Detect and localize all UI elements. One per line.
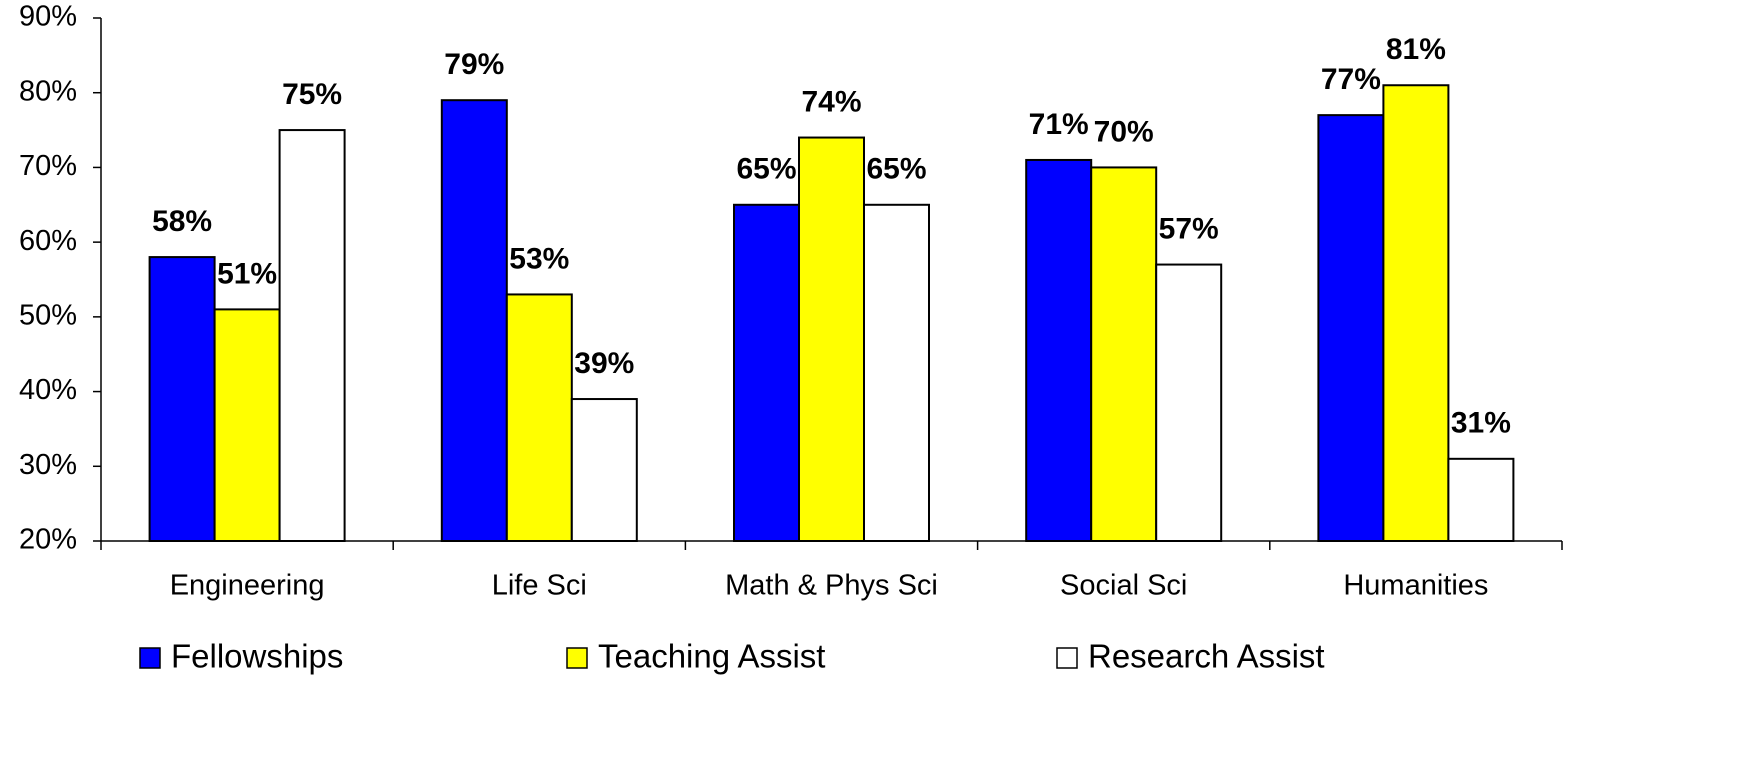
x-tick-label: Humanities [1343,570,1488,602]
y-tick-label: 20% [19,524,77,556]
value-label: 65% [736,153,796,186]
value-label: 53% [509,242,569,275]
bar [1090,166,1158,543]
bar [1447,457,1515,543]
bar [213,308,281,542]
y-tick-label: 50% [19,300,77,332]
value-label: 74% [801,85,861,118]
value-label: 75% [282,78,342,111]
value-label: 70% [1094,115,1154,148]
legend-label: Teaching Assist [598,638,825,675]
x-tick-label: Math & Phys Sci [725,570,938,602]
value-label: 39% [574,347,634,380]
bar [1025,158,1093,542]
y-tick-label: 30% [19,449,77,481]
x-tick-label: Life Sci [492,570,587,602]
bar [1155,263,1223,542]
bar [440,99,508,543]
y-tick-label: 60% [19,225,77,257]
value-label: 51% [217,257,277,290]
bar [1317,114,1385,542]
value-label: 65% [866,153,926,186]
bar [733,203,800,543]
value-label: 57% [1159,212,1219,245]
value-label: 79% [444,48,504,81]
legend-swatch [139,647,161,669]
value-label: 58% [152,205,212,238]
legend-swatch [1056,647,1078,669]
bar [1382,84,1450,542]
legend-swatch [566,647,588,669]
bar [863,203,930,543]
bar [798,136,865,543]
legend-label: Fellowships [171,638,343,675]
bar [148,256,216,542]
y-tick-label: 40% [19,374,77,406]
bar [570,398,638,542]
y-tick-label: 90% [19,1,77,33]
x-tick-label: Engineering [170,570,325,602]
bar [505,293,573,543]
y-tick-label: 80% [19,75,77,107]
value-label: 81% [1386,33,1446,66]
legend-label: Research Assist [1088,638,1325,675]
x-tick-label: Social Sci [1060,570,1187,602]
value-label: 31% [1451,407,1511,440]
value-label: 71% [1029,108,1089,141]
bar [278,129,346,542]
value-label: 77% [1321,63,1381,96]
y-tick-label: 70% [19,150,77,182]
